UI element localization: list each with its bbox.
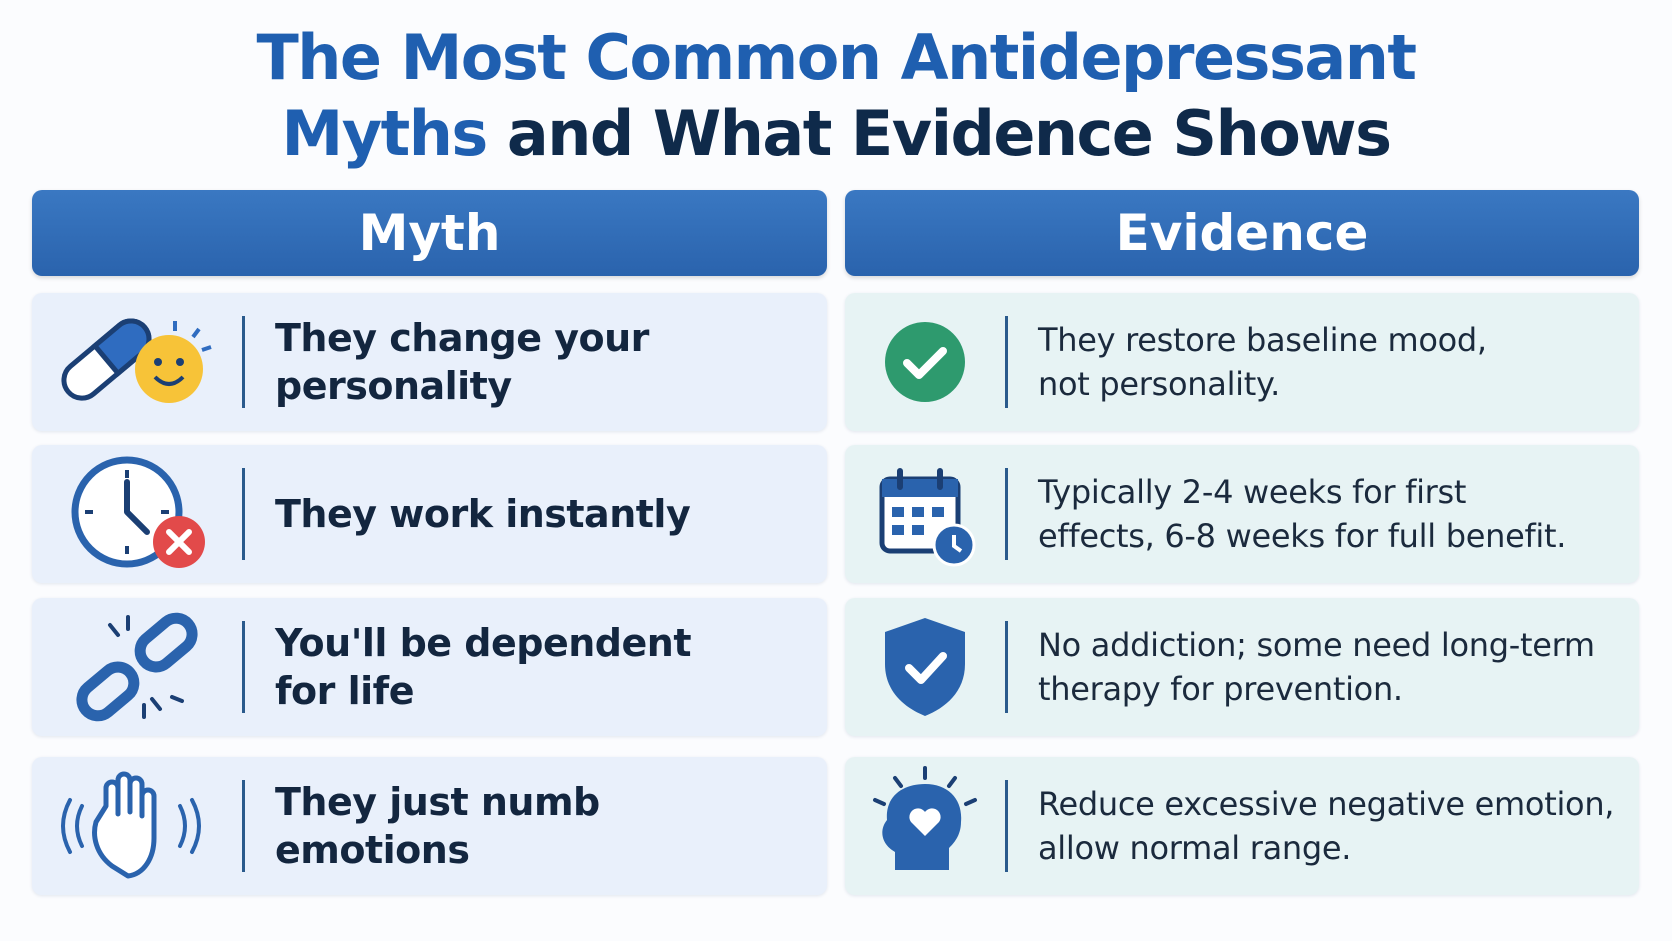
text-line: effects, 6-8 weeks for full benefit. [1038, 517, 1567, 555]
divider [1005, 316, 1008, 408]
text-line: They work instantly [275, 492, 691, 536]
text-line: They just numb [275, 780, 600, 824]
divider [242, 316, 245, 408]
myth-card: They just numb emotions [32, 757, 827, 895]
divider [242, 468, 245, 560]
evidence-card: Reduce excessive negative emotion, allow … [845, 757, 1639, 895]
title-highlight: Myths [281, 97, 489, 170]
text-line: They restore baseline mood, [1038, 321, 1487, 359]
title-line: Myths and What Evidence Shows [0, 96, 1672, 172]
icon-pill-smile [32, 302, 242, 422]
text-line: emotions [275, 828, 470, 872]
text-line: Reduce excessive negative emotion, [1038, 785, 1615, 823]
myth-text: They just numb emotions [275, 778, 600, 874]
evidence-text: Typically 2-4 weeks for first effects, 6-… [1038, 470, 1566, 558]
myth-text: They change your personality [275, 314, 649, 410]
evidence-card: They restore baseline mood, not personali… [845, 293, 1639, 431]
column-header: Myth [32, 190, 827, 276]
evidence-text: They restore baseline mood, not personali… [1038, 318, 1487, 406]
divider [242, 621, 245, 713]
divider [1005, 468, 1008, 560]
divider [1005, 780, 1008, 872]
text-line: therapy for prevention. [1038, 670, 1403, 708]
text-line: No addiction; some need long-term [1038, 626, 1595, 664]
text-line: You'll be dependent [275, 621, 692, 665]
title-line: The Most Common Antidepressant [256, 21, 1417, 94]
text-line: personality [275, 364, 512, 408]
icon-check [845, 302, 1005, 422]
text-line: Typically 2-4 weeks for first [1038, 473, 1467, 511]
text-line: allow normal range. [1038, 829, 1352, 867]
text-line: for life [275, 669, 414, 713]
icon-head-heart [845, 766, 1005, 886]
myth-card: They work instantly [32, 445, 827, 583]
text-line: not personality. [1038, 365, 1280, 403]
divider [1005, 621, 1008, 713]
myth-card: You'll be dependent for life [32, 598, 827, 736]
divider [242, 780, 245, 872]
column-header: Evidence [845, 190, 1639, 276]
evidence-text: Reduce excessive negative emotion, allow … [1038, 782, 1614, 870]
icon-broken-chain [32, 607, 242, 727]
text-line: They change your [275, 316, 649, 360]
evidence-card: No addiction; some need long-term therapy… [845, 598, 1639, 736]
evidence-text: No addiction; some need long-term therapy… [1038, 623, 1595, 711]
icon-clock-x [32, 454, 242, 574]
icon-calendar [845, 454, 1005, 574]
myth-text: You'll be dependent for life [275, 619, 692, 715]
icon-shield [845, 607, 1005, 727]
evidence-card: Typically 2-4 weeks for first effects, 6-… [845, 445, 1639, 583]
myth-card: They change your personality [32, 293, 827, 431]
myth-text: They work instantly [275, 490, 691, 538]
icon-hand [32, 766, 242, 886]
title-rest: and What Evidence Shows [506, 97, 1392, 170]
